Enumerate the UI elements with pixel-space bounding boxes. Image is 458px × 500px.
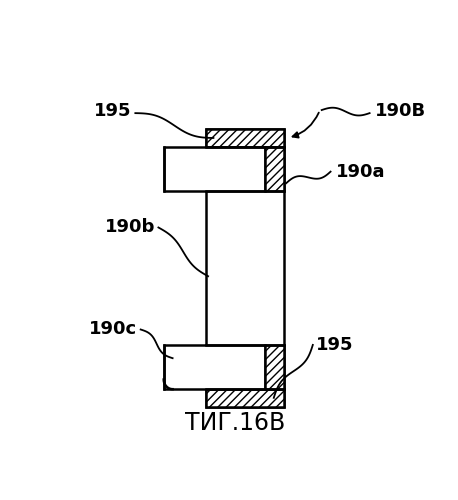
Text: 190В: 190В [375, 102, 426, 120]
Text: 190a: 190a [336, 162, 385, 180]
Bar [164, 146, 265, 191]
Bar [206, 130, 284, 406]
Text: 195: 195 [316, 336, 354, 354]
Text: ΤИГ.16В: ΤИГ.16В [185, 412, 285, 436]
Text: 195: 195 [94, 102, 132, 120]
Bar [206, 389, 284, 406]
Bar [164, 345, 265, 389]
Text: 190c: 190c [89, 320, 137, 338]
Text: 190b: 190b [104, 218, 155, 236]
Bar [265, 146, 284, 191]
Bar [265, 345, 284, 389]
Bar [206, 130, 284, 146]
